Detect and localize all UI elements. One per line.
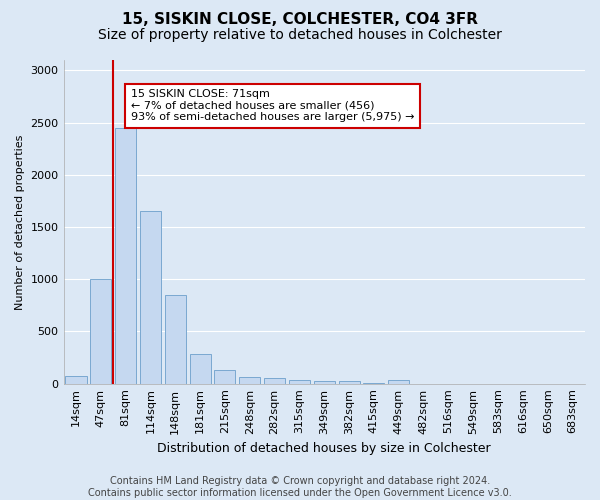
Bar xyxy=(338,381,359,384)
Text: Size of property relative to detached houses in Colchester: Size of property relative to detached ho… xyxy=(98,28,502,42)
Bar xyxy=(90,280,112,384)
Bar xyxy=(364,383,385,384)
X-axis label: Distribution of detached houses by size in Colchester: Distribution of detached houses by size … xyxy=(157,442,491,455)
Bar xyxy=(115,128,136,384)
Bar xyxy=(65,376,86,384)
Text: Contains HM Land Registry data © Crown copyright and database right 2024.
Contai: Contains HM Land Registry data © Crown c… xyxy=(88,476,512,498)
Bar xyxy=(190,354,211,384)
Text: 15 SISKIN CLOSE: 71sqm
← 7% of detached houses are smaller (456)
93% of semi-det: 15 SISKIN CLOSE: 71sqm ← 7% of detached … xyxy=(131,89,414,122)
Bar xyxy=(289,380,310,384)
Y-axis label: Number of detached properties: Number of detached properties xyxy=(15,134,25,310)
Bar xyxy=(388,380,409,384)
Bar xyxy=(264,378,285,384)
Bar xyxy=(140,212,161,384)
Bar xyxy=(239,378,260,384)
Text: 15, SISKIN CLOSE, COLCHESTER, CO4 3FR: 15, SISKIN CLOSE, COLCHESTER, CO4 3FR xyxy=(122,12,478,28)
Bar xyxy=(314,380,335,384)
Bar xyxy=(214,370,235,384)
Bar xyxy=(165,295,186,384)
